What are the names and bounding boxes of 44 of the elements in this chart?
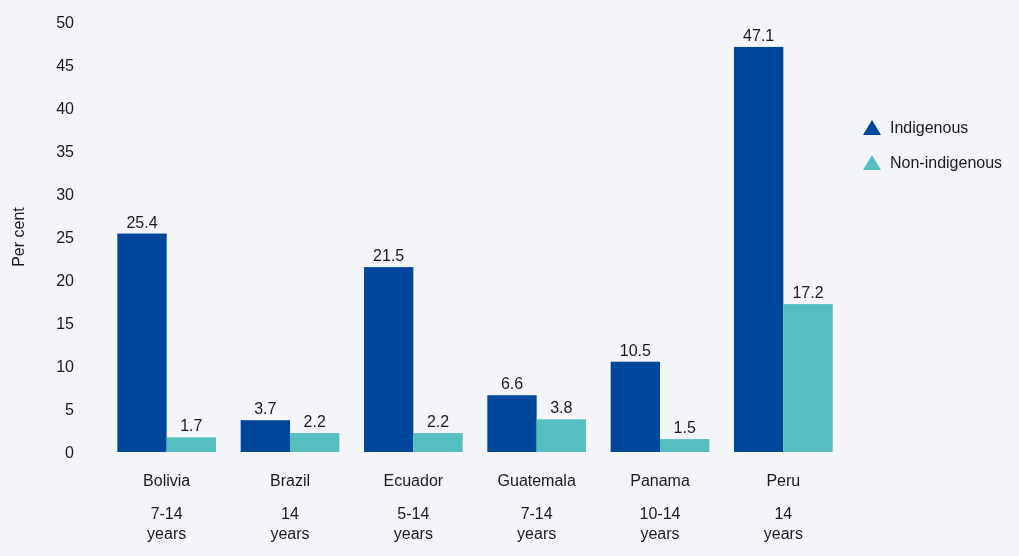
x-tick-label: Panama 10-14 years — [630, 472, 690, 542]
bar — [487, 395, 537, 452]
data-label: 10.5 — [619, 341, 652, 359]
y-axis-title: Per cent — [10, 206, 27, 267]
data-label: 2.2 — [426, 413, 450, 431]
bar — [364, 267, 414, 452]
x-tick-label: Ecuador 5-14 years — [383, 472, 444, 542]
data-label: 47.1 — [743, 26, 775, 44]
bar — [117, 233, 167, 452]
data-label: 21.5 — [373, 247, 405, 265]
y-tick-label: 10 — [56, 357, 75, 375]
y-tick-label: 30 — [56, 185, 75, 203]
y-tick-label: 40 — [56, 99, 75, 117]
x-tick-label: Peru 14 years — [763, 472, 803, 542]
y-tick-label: 35 — [56, 142, 75, 160]
x-tick-label: Brazil 14 years — [269, 472, 311, 542]
y-tick-label: 25 — [56, 228, 75, 246]
data-label: 2.2 — [303, 413, 326, 431]
bar — [660, 439, 710, 452]
bar — [290, 433, 340, 452]
bar — [783, 304, 833, 452]
legend-label: Non-indigenous — [890, 154, 1003, 171]
bar — [610, 361, 660, 452]
bar — [413, 433, 463, 452]
data-label: 1.5 — [673, 419, 696, 437]
data-label: 25.4 — [126, 213, 158, 231]
x-tick-label: Bolivia 7-14 years — [143, 472, 191, 542]
bar — [166, 437, 216, 452]
y-tick-label: 50 — [56, 13, 75, 31]
x-tick-label: Guatemala 7-14 years — [497, 472, 576, 542]
y-tick-label: 20 — [56, 271, 75, 289]
y-tick-label: 0 — [65, 443, 75, 461]
bar — [734, 46, 784, 452]
bar — [240, 420, 290, 452]
data-label: 3.8 — [550, 399, 573, 417]
data-label: 1.7 — [180, 417, 203, 435]
y-tick-label: 5 — [65, 400, 75, 418]
data-label: 6.6 — [500, 375, 524, 393]
y-tick-label: 45 — [56, 56, 75, 74]
bar — [536, 419, 586, 452]
legend-label: Indigenous — [890, 119, 969, 136]
data-label: 17.2 — [792, 284, 824, 302]
y-tick-label: 15 — [56, 314, 75, 332]
data-label: 3.7 — [254, 400, 277, 418]
